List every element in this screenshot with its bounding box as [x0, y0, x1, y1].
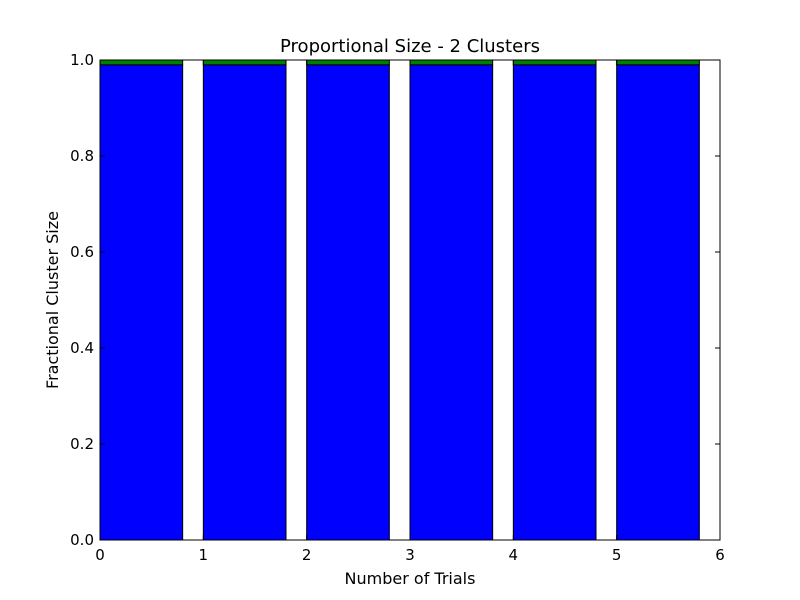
y-tick-label: 1.0 [70, 51, 94, 69]
x-tick-label: 6 [715, 546, 725, 564]
bar-trial-0-series-0 [99, 64, 184, 541]
y-tick-label: 0.2 [70, 435, 94, 453]
bar-trial-4-series-0 [512, 64, 597, 541]
bars-layer [99, 59, 700, 541]
bar-trial-5-series-1 [616, 59, 700, 66]
y-axis-label: Fractional Cluster Size [43, 211, 62, 389]
x-tick-label: 4 [509, 546, 519, 564]
y-tick-label: 0.0 [70, 531, 94, 549]
bar-trial-2-series-1 [306, 59, 390, 66]
bar-trial-2-series-0 [306, 64, 390, 541]
ticks-layer: 0 1 2 3 4 5 6 0.0 0.2 0.4 0.6 0.8 1.0 [70, 51, 725, 564]
x-tick-label: 0 [95, 546, 105, 564]
chart-title: Proportional Size - 2 Clusters [280, 36, 540, 57]
bar-trial-5-series-0 [616, 64, 700, 541]
bar-trial-0-series-1 [99, 59, 184, 66]
x-tick-label: 3 [405, 546, 415, 564]
y-tick-label: 0.4 [70, 339, 94, 357]
y-tick-label: 0.6 [70, 243, 94, 261]
plot-frame [99, 59, 721, 541]
x-axis-label: Number of Trials [345, 569, 476, 588]
x-tick-label: 5 [612, 546, 622, 564]
bar-trial-1-series-1 [202, 59, 287, 66]
bar-trial-3-series-0 [409, 64, 494, 541]
bar-trial-4-series-1 [512, 59, 597, 66]
bar-trial-1-series-0 [202, 64, 287, 541]
x-tick-label: 2 [302, 546, 312, 564]
y-tick-label: 0.8 [70, 147, 94, 165]
x-tick-label: 1 [199, 546, 209, 564]
bar-trial-3-series-1 [409, 59, 494, 66]
